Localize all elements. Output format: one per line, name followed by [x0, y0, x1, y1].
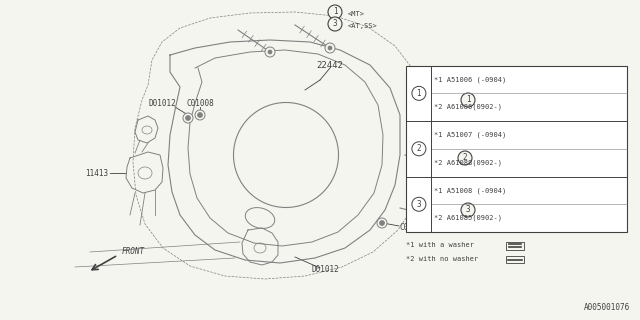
Text: *2 A61086(0902-): *2 A61086(0902-) [435, 104, 502, 110]
Text: *2 A61088(0902-): *2 A61088(0902-) [435, 159, 502, 166]
Text: <AT,SS>: <AT,SS> [348, 23, 378, 29]
Circle shape [268, 50, 272, 54]
Text: 22442: 22442 [317, 60, 344, 69]
Text: 11413: 11413 [85, 169, 108, 178]
Circle shape [412, 142, 426, 156]
Text: 2: 2 [463, 154, 467, 163]
Text: <AT,SS>: <AT,SS> [477, 105, 507, 111]
Circle shape [325, 43, 335, 53]
Text: D01012: D01012 [311, 266, 339, 275]
Text: *1 with a washer: *1 with a washer [406, 242, 474, 248]
Text: 3: 3 [333, 21, 337, 27]
Bar [506, 242, 524, 250]
Circle shape [328, 17, 342, 31]
Bar [406, 66, 627, 232]
Circle shape [461, 203, 475, 217]
Text: 3: 3 [466, 205, 470, 214]
Circle shape [443, 163, 447, 167]
Text: *2 with no washer: *2 with no washer [406, 256, 479, 262]
Text: D01012: D01012 [148, 99, 176, 108]
Text: *2 A61085(0902-): *2 A61085(0902-) [435, 215, 502, 221]
Circle shape [265, 47, 275, 57]
Text: *1 A51006 (-0904): *1 A51006 (-0904) [435, 76, 507, 83]
Text: 3: 3 [417, 200, 421, 209]
Circle shape [186, 116, 191, 121]
Bar [506, 256, 524, 263]
Text: 1: 1 [417, 89, 421, 98]
Circle shape [198, 113, 202, 117]
Circle shape [412, 197, 426, 211]
Circle shape [435, 213, 445, 223]
Text: *1 A51007 (-0904): *1 A51007 (-0904) [435, 132, 507, 138]
Circle shape [328, 46, 332, 50]
Circle shape [443, 105, 453, 115]
Circle shape [183, 113, 193, 123]
Circle shape [438, 216, 442, 220]
Circle shape [458, 151, 472, 165]
Circle shape [446, 108, 450, 112]
Text: <MT>: <MT> [477, 95, 494, 101]
Text: 3: 3 [333, 20, 337, 28]
Text: <MT>: <MT> [348, 11, 365, 17]
Text: 2: 2 [417, 144, 421, 153]
Circle shape [412, 86, 426, 100]
Circle shape [461, 93, 475, 107]
Text: FRONT: FRONT [122, 247, 145, 257]
Text: 1: 1 [333, 7, 337, 17]
Circle shape [328, 5, 342, 19]
Text: A005001076: A005001076 [584, 303, 630, 312]
Circle shape [195, 110, 205, 120]
Circle shape [380, 220, 385, 226]
Circle shape [440, 160, 450, 170]
Circle shape [377, 218, 387, 228]
Text: 1: 1 [466, 95, 470, 105]
Text: *1 A51008 (-0904): *1 A51008 (-0904) [435, 187, 507, 194]
Text: C01008: C01008 [400, 223, 428, 233]
Text: C01008: C01008 [186, 99, 214, 108]
